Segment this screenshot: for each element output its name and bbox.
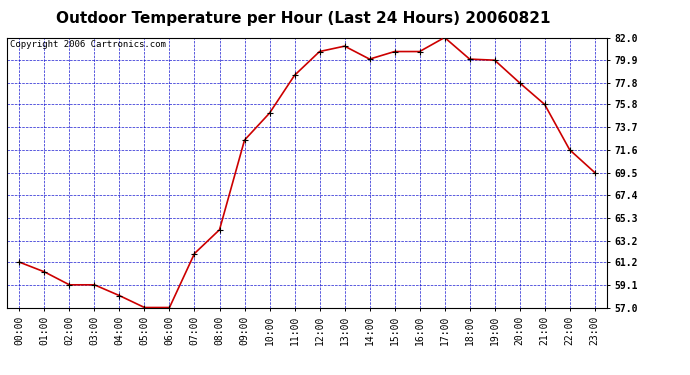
- Text: Copyright 2006 Cartronics.com: Copyright 2006 Cartronics.com: [10, 40, 166, 49]
- Text: Outdoor Temperature per Hour (Last 24 Hours) 20060821: Outdoor Temperature per Hour (Last 24 Ho…: [57, 11, 551, 26]
